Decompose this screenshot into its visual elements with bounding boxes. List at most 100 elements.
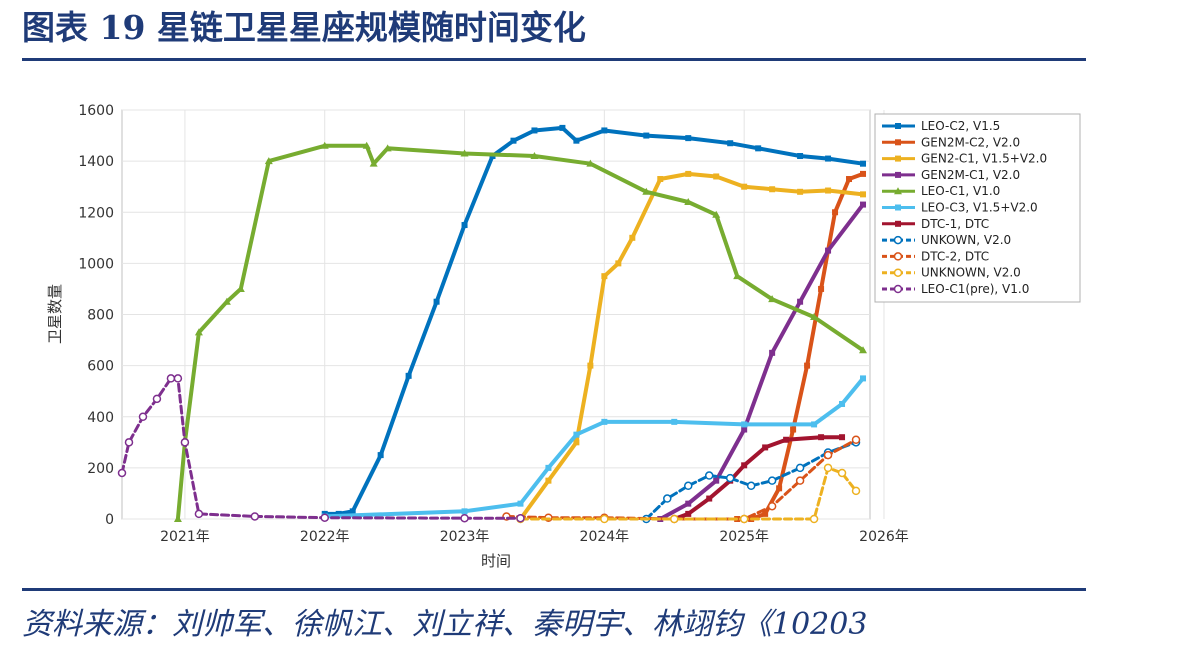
data-point [383, 144, 392, 152]
series-line [735, 171, 865, 521]
data-point [767, 501, 777, 511]
legend-label: UNKNOWN, V2.0 [921, 266, 1021, 280]
data-point [683, 481, 693, 491]
data-point [531, 127, 538, 134]
data-point [152, 394, 162, 404]
data-point [797, 298, 804, 305]
data-point [663, 494, 672, 503]
data-point [809, 514, 819, 524]
x-tick-label: 2021年 [160, 529, 210, 545]
y-tick-label: 800 [87, 308, 114, 324]
data-point [818, 285, 825, 292]
data-point [460, 513, 469, 523]
legend-marker [895, 220, 901, 227]
data-point [851, 486, 861, 496]
data-point [739, 514, 749, 524]
series-line [658, 202, 865, 521]
data-point [250, 512, 260, 521]
data-point [685, 170, 692, 177]
data-point [670, 514, 679, 524]
x-tick-label: 2024年 [580, 529, 630, 545]
data-point [797, 153, 804, 160]
data-point [684, 198, 693, 206]
y-tick-label: 200 [87, 461, 114, 477]
data-point [685, 135, 692, 142]
data-point [823, 450, 833, 460]
figure-title: 图表 19 星链卫星星座规模随时间变化 [22, 8, 586, 47]
data-point [117, 468, 127, 478]
data-point [825, 247, 832, 254]
x-tick-label: 2022年 [300, 529, 350, 545]
data-point [369, 159, 378, 167]
data-point [713, 477, 720, 484]
data-point [222, 297, 231, 305]
data-point [671, 418, 678, 425]
legend-label: GEN2M-C2, V2.0 [921, 135, 1020, 149]
x-tick-label: 2025年 [719, 529, 769, 545]
data-point [860, 191, 867, 198]
y-tick-label: 400 [87, 410, 114, 426]
x-tick-label: 2023年 [440, 529, 490, 545]
y-tick-label: 1200 [78, 205, 114, 221]
data-point [657, 176, 664, 183]
y-tick-label: 0 [105, 512, 114, 528]
data-point [573, 431, 580, 438]
data-point [727, 140, 734, 147]
data-point [859, 346, 868, 354]
data-point [573, 137, 580, 144]
data-point [405, 372, 412, 379]
legend-label: LEO-C1(pre), V1.0 [921, 282, 1029, 296]
y-tick-label: 1000 [78, 256, 114, 272]
data-point [783, 436, 790, 443]
data-point [790, 426, 797, 433]
data-point [767, 476, 777, 485]
data-point [517, 500, 524, 507]
legend-label: DTC-2, DTC [921, 249, 989, 263]
data-point [741, 426, 748, 433]
data-point [586, 159, 595, 167]
data-point [825, 187, 832, 194]
legend-label: UNKOWN, V2.0 [921, 233, 1011, 247]
data-point [545, 477, 552, 484]
legend-marker [894, 187, 902, 195]
data-point [776, 485, 783, 492]
data-point [832, 209, 839, 216]
data-point [804, 362, 811, 369]
data-point [264, 157, 273, 165]
data-point [180, 438, 190, 447]
data-point [733, 272, 742, 280]
data-point [823, 463, 833, 473]
data-point [839, 434, 846, 441]
top-divider [22, 58, 1086, 61]
series-line [644, 440, 858, 521]
data-point [846, 176, 853, 183]
legend-label: GEN2M-C1, V2.0 [921, 168, 1020, 182]
data-point [762, 444, 769, 451]
series-line [322, 125, 865, 516]
data-point [741, 462, 748, 469]
legend-marker [895, 123, 901, 129]
bottom-divider [22, 588, 1086, 591]
data-point [601, 418, 608, 425]
data-point [320, 513, 329, 522]
data-point [615, 260, 622, 267]
legend-marker [895, 155, 901, 162]
x-tick-label: 2026年 [859, 529, 909, 545]
legend-marker [893, 284, 903, 294]
data-point [629, 234, 636, 241]
data-point [194, 328, 203, 336]
data-point [194, 509, 204, 519]
legend-marker [895, 139, 901, 146]
legend-marker [895, 204, 901, 211]
data-point [860, 170, 867, 177]
y-tick-label: 600 [87, 359, 114, 375]
data-point [236, 284, 245, 292]
legend-label: DTC-1, DTC [921, 217, 989, 231]
legend: LEO-C2, V1.5 GEN2M-C2, V2.0 GEN2-C1, V1.5+… [874, 113, 1081, 303]
legend-marker [893, 235, 903, 245]
line-chart: 0 200 400 600 800 1000 1200 1400 1600 2021年 2022年… [46, 103, 1081, 570]
y-axis-label: 卫星数量 [46, 284, 64, 344]
data-point [461, 508, 468, 515]
data-point [461, 222, 468, 229]
data-point [762, 510, 769, 517]
